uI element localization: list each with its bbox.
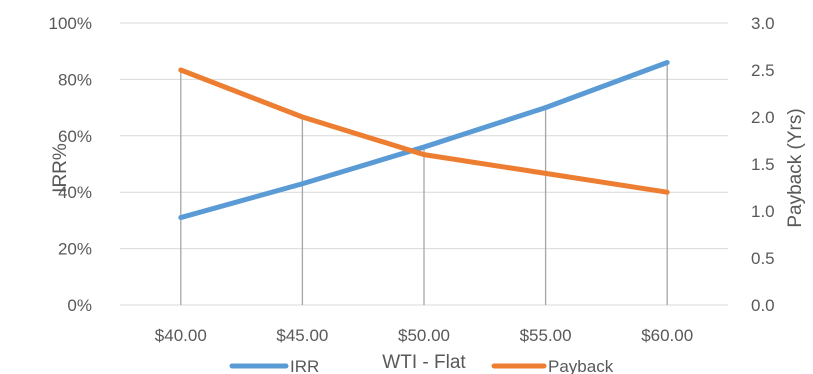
series-lines [178, 59, 670, 221]
x-tick-label: $45.00 [276, 326, 328, 345]
y2-tick-label: 1.0 [751, 202, 775, 221]
y-tick-label: 40% [58, 183, 92, 202]
x-tick-label: $40.00 [155, 326, 207, 345]
right-axis-ticks: 0.0 0.5 1.0 1.5 2.0 2.5 3.0 [751, 14, 775, 315]
x-axis-ticks: $40.00 $45.00 $50.00 $55.00 $60.00 [155, 326, 693, 345]
left-axis-ticks: 0% 20% 40% 60% 80% 100% [49, 14, 92, 315]
legend: IRR Payback [229, 357, 614, 374]
y2-tick-label: 2.0 [751, 108, 775, 127]
y-tick-label: 20% [58, 240, 92, 259]
legend-label-payback: Payback [548, 357, 614, 374]
series-line-irr [178, 59, 670, 221]
y-tick-label: 60% [58, 127, 92, 146]
x-tick-label: $60.00 [641, 326, 693, 345]
y2-tick-label: 0.0 [751, 296, 775, 315]
legend-label-irr: IRR [290, 357, 319, 374]
y-axis-title: IRR% [50, 143, 71, 193]
y-tick-label: 0% [67, 296, 92, 315]
x-axis-title: WTI - Flat [382, 352, 466, 373]
y2-axis-title: Payback (Yrs) [785, 108, 806, 227]
x-tick-label: $50.00 [398, 326, 450, 345]
x-tick-label: $55.00 [520, 326, 572, 345]
y2-tick-label: 3.0 [751, 14, 775, 33]
drop-lines [180, 62, 668, 305]
y-tick-label: 80% [58, 70, 92, 89]
y2-tick-label: 1.5 [751, 155, 775, 174]
y2-tick-label: 2.5 [751, 61, 775, 80]
y2-tick-label: 0.5 [751, 249, 775, 268]
series-line-payback [178, 67, 670, 195]
y-tick-label: 100% [49, 14, 92, 33]
